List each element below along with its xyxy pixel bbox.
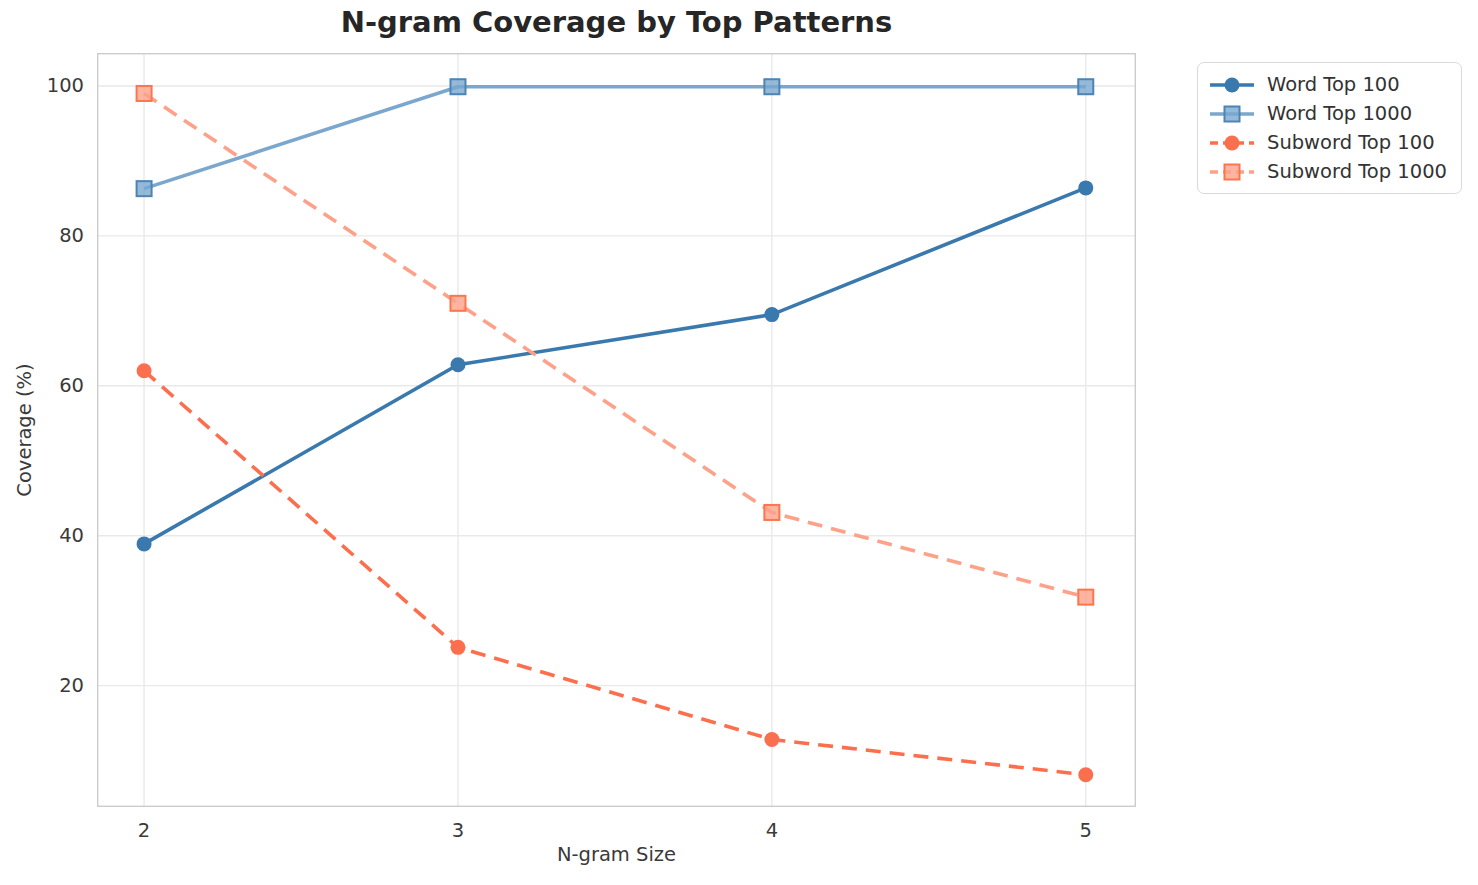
plot-canvas xyxy=(97,53,1136,807)
circle-marker-subword-top-100 xyxy=(1078,767,1093,782)
square-marker-subword-top-1000 xyxy=(764,505,779,520)
legend-item-label: Word Top 100 xyxy=(1267,73,1400,96)
series-line-word-top-1000 xyxy=(144,87,1086,189)
legend-item-subword-top-1000: Subword Top 1000 xyxy=(1209,157,1451,186)
square-marker-word-top-1000 xyxy=(764,79,779,94)
square-marker-word-top-1000 xyxy=(1078,79,1093,94)
plot-area xyxy=(97,53,1136,807)
x-tick-label-4: 4 xyxy=(732,819,812,842)
y-tick-label-20: 20 xyxy=(24,674,84,697)
legend-circle-marker-icon xyxy=(1225,135,1240,150)
circle-marker-word-top-100 xyxy=(450,357,465,372)
legend-item-word-top-100: Word Top 100 xyxy=(1209,70,1451,99)
square-marker-word-top-1000 xyxy=(137,181,152,196)
legend-item-word-top-1000: Word Top 1000 xyxy=(1209,99,1451,128)
figure: N-gram Coverage by Top Patterns 20406080… xyxy=(0,0,1478,885)
legend-line-sample-icon xyxy=(1209,132,1255,154)
circle-marker-word-top-100 xyxy=(137,536,152,551)
y-tick-label-80: 80 xyxy=(24,224,84,247)
x-tick-label-5: 5 xyxy=(1046,819,1126,842)
legend-circle-marker-icon xyxy=(1225,77,1240,92)
series-line-word-top-100 xyxy=(144,188,1086,544)
square-marker-subword-top-1000 xyxy=(1078,590,1093,605)
y-axis-label: Coverage (%) xyxy=(13,363,36,496)
circle-marker-subword-top-100 xyxy=(764,732,779,747)
legend-item-label: Subword Top 1000 xyxy=(1267,160,1447,183)
chart-title: N-gram Coverage by Top Patterns xyxy=(97,5,1136,39)
legend-line-sample-icon xyxy=(1209,161,1255,183)
legend-item-subword-top-100: Subword Top 100 xyxy=(1209,128,1451,157)
circle-marker-subword-top-100 xyxy=(450,640,465,655)
legend-line-sample-icon xyxy=(1209,74,1255,96)
circle-marker-word-top-100 xyxy=(1078,180,1093,195)
legend-item-label: Subword Top 100 xyxy=(1267,131,1435,154)
series-line-subword-top-100 xyxy=(144,371,1086,775)
x-axis-label: N-gram Size xyxy=(97,843,1136,866)
legend-line-sample-icon xyxy=(1209,103,1255,125)
square-marker-subword-top-1000 xyxy=(137,86,152,101)
series-line-subword-top-1000 xyxy=(144,93,1086,597)
legend: Word Top 100 Word Top 1000 Subword Top 100… xyxy=(1197,62,1462,194)
circle-marker-word-top-100 xyxy=(764,307,779,322)
circle-marker-subword-top-100 xyxy=(137,363,152,378)
x-tick-label-2: 2 xyxy=(104,819,184,842)
square-marker-word-top-1000 xyxy=(450,79,465,94)
y-tick-label-40: 40 xyxy=(24,524,84,547)
y-tick-label-100: 100 xyxy=(24,74,84,97)
square-marker-subword-top-1000 xyxy=(450,296,465,311)
legend-square-marker-icon xyxy=(1225,106,1240,121)
x-tick-label-3: 3 xyxy=(418,819,498,842)
legend-square-marker-icon xyxy=(1225,164,1240,179)
legend-item-label: Word Top 1000 xyxy=(1267,102,1412,125)
